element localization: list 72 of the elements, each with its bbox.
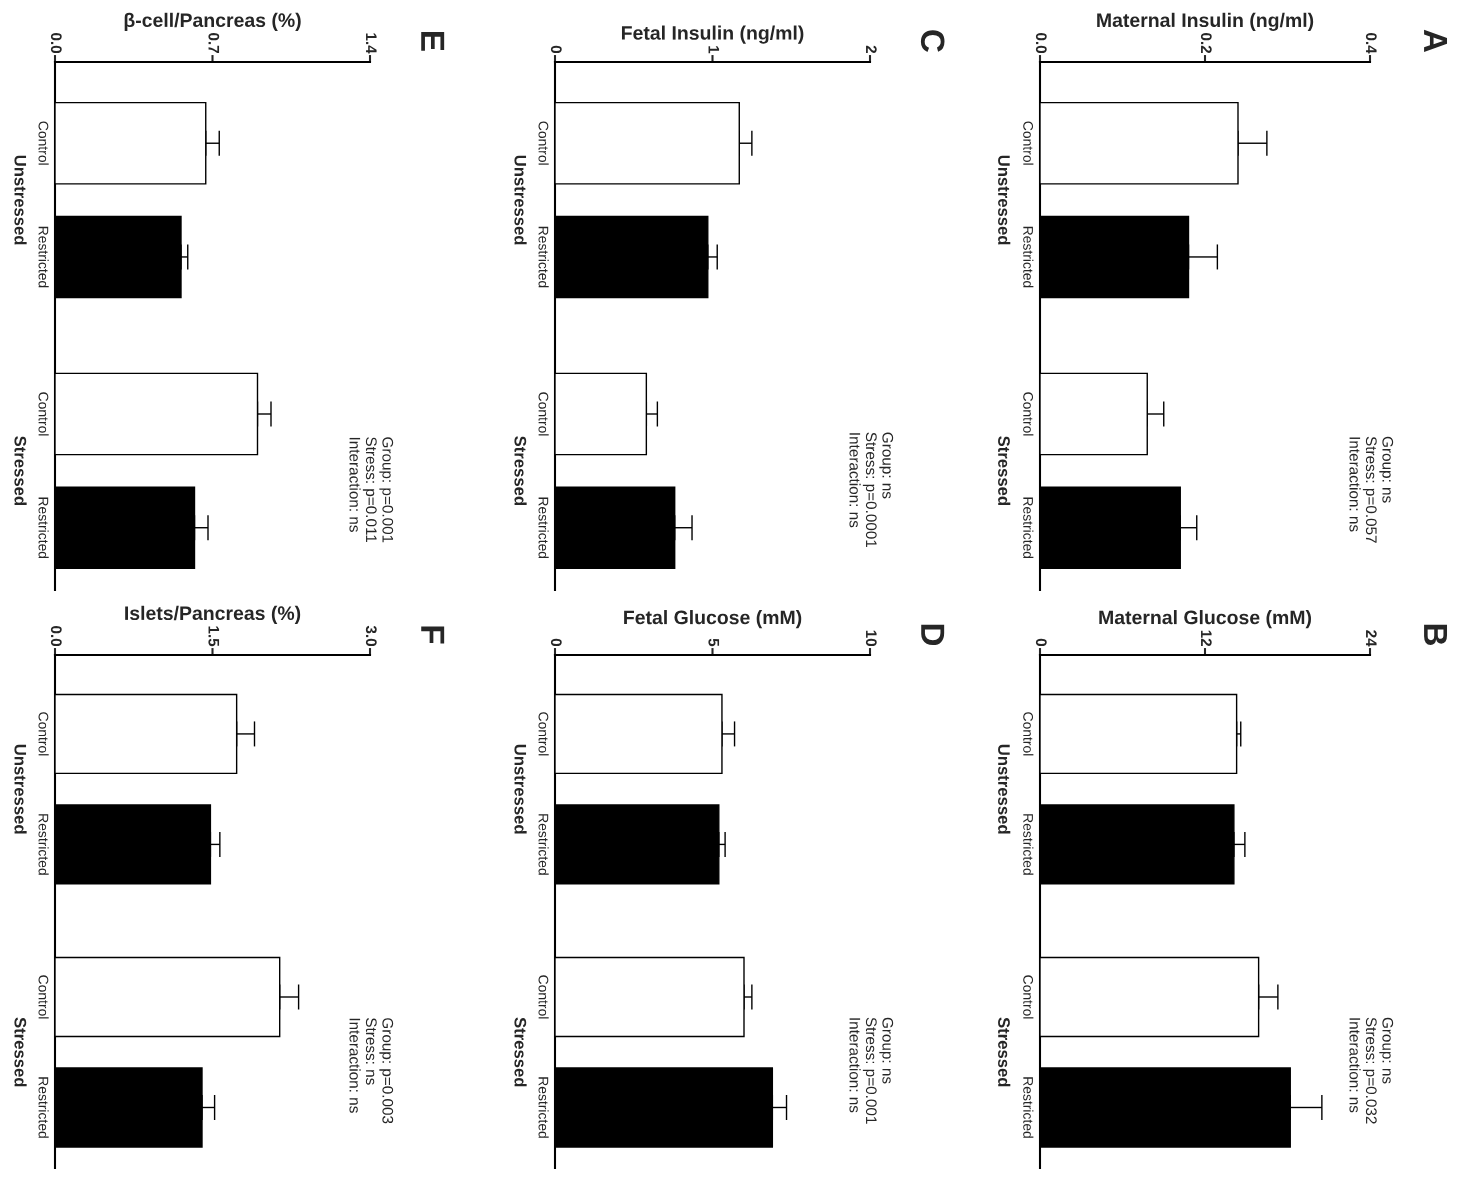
x-tick-label: 0.2 — [1200, 33, 1212, 54]
x-tick-label: 0.0 — [50, 626, 62, 647]
y-tick-label: Stressed — [14, 436, 27, 505]
x-tick-label: 1 — [708, 46, 720, 54]
y-tick-label: Unstressed — [14, 155, 27, 245]
text: Restricted — [1023, 497, 1034, 559]
annotation: Group: p=0.003 Stress: ns Interaction: ns — [349, 1018, 394, 1124]
x-tick-label: 0.4 — [1365, 33, 1377, 54]
annotation: Group: p=0.001 Stress: p=0.011 Interaction: ns — [349, 437, 394, 543]
text: Control — [1023, 712, 1034, 756]
y-tick-label: Unstressed — [998, 744, 1011, 834]
x-axis-title: Maternal Insulin (ng/ml) — [1097, 12, 1314, 31]
text: F — [421, 626, 445, 644]
text: Restricted — [538, 226, 549, 288]
x-tick-label: 12 — [1201, 630, 1212, 647]
text: Restricted — [38, 497, 49, 559]
text: Control — [538, 975, 549, 1019]
text: Control — [38, 975, 49, 1019]
x-tick-label: 0 — [550, 638, 562, 647]
x-tick-label: 3.0 — [365, 625, 377, 647]
x-tick-label: 0.0 — [50, 33, 62, 54]
x-tick-label: 0 — [1035, 638, 1047, 647]
text: Control — [538, 712, 549, 756]
text: Restricted — [538, 814, 549, 875]
y-tick-label: Stressed — [998, 436, 1011, 505]
annotation: Group: ns Stress: p=0.001 Interaction: ns — [849, 1017, 894, 1124]
text: E — [421, 31, 445, 51]
text: A — [1424, 29, 1448, 53]
text: B — [1424, 624, 1448, 645]
text: Restricted — [38, 226, 49, 288]
annotation: Group: ns Stress: p=0.0001 Interaction: ns — [849, 432, 894, 548]
x-tick-label: 24 — [1366, 630, 1377, 647]
x-tick-label: 0 — [550, 45, 562, 54]
text: Restricted — [538, 497, 549, 559]
annotation: Group: ns Stress: p=0.032 Interaction: ns — [1349, 1017, 1394, 1124]
text: Restricted — [538, 1077, 549, 1138]
x-axis-title: β-cell/Pancreas (%) — [124, 12, 301, 31]
text: Control — [1023, 975, 1034, 1019]
text: Control — [38, 392, 49, 436]
y-tick-label: Stressed — [14, 1017, 27, 1087]
y-tick-label: Unstressed — [514, 155, 527, 245]
x-tick-label: 0.7 — [208, 33, 220, 53]
text: Control — [38, 712, 49, 756]
text: Control — [538, 392, 549, 436]
x-tick-label: 2 — [866, 45, 877, 54]
text: C — [920, 30, 945, 53]
text: Control — [1023, 392, 1034, 436]
text: Restricted — [1023, 814, 1034, 875]
annotation: Group: ns Stress: p=0.057 Interaction: ns — [1349, 436, 1394, 543]
x-tick-label: 10 — [865, 630, 877, 647]
y-tick-label: Stressed — [998, 1017, 1011, 1087]
text: Control — [538, 121, 549, 165]
x-tick-label: 0.0 — [1035, 33, 1047, 54]
x-axis-title: Maternal Glucose (mM) — [1099, 610, 1311, 629]
text: Restricted — [38, 1077, 49, 1138]
text: Restricted — [38, 814, 49, 875]
x-tick-label: 1.5 — [208, 626, 220, 647]
text: Control — [1023, 121, 1034, 165]
y-tick-label: Stressed — [514, 1017, 527, 1087]
y-tick-label: Unstressed — [14, 744, 27, 834]
x-axis-title: Fetal Insulin (ng/ml) — [621, 25, 804, 44]
x-axis-title: Fetal Glucose (mM) — [624, 610, 802, 629]
y-tick-label: Unstressed — [998, 155, 1011, 245]
text: D — [921, 624, 945, 646]
x-axis-title: Islets/Pancreas (%) — [125, 605, 301, 624]
x-tick-label: 5 — [708, 638, 720, 647]
text: Restricted — [1023, 226, 1034, 288]
x-tick-label: 1.4 — [366, 33, 377, 54]
y-tick-label: Unstressed — [514, 744, 527, 834]
text: Restricted — [1023, 1077, 1034, 1138]
y-tick-label: Stressed — [514, 436, 527, 505]
text: Control — [38, 121, 49, 165]
